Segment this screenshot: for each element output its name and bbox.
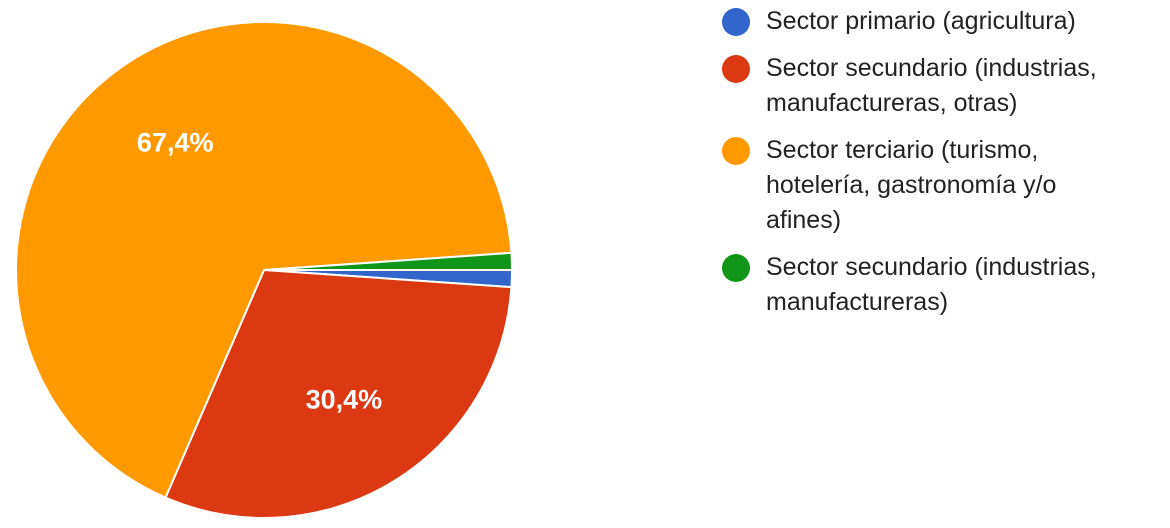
legend-label: Sector secundario (industrias, manufactu… <box>766 253 1097 316</box>
pie-chart-svg: 30,4% 67,4% <box>15 21 514 519</box>
legend-swatch-icon <box>722 254 750 282</box>
legend-item-1[interactable]: Sector secundario (industrias, manufactu… <box>722 51 1168 121</box>
pie-slice-label-1: 30,4% <box>306 385 383 415</box>
legend-label: Sector primario (agricultura) <box>766 7 1076 35</box>
legend-item-0[interactable]: Sector primario (agricultura) <box>722 4 1168 39</box>
pie-slice-1 <box>164 268 513 519</box>
pie-slice-3 <box>263 251 514 271</box>
pie-slice-label-2: 67,4% <box>137 128 214 158</box>
legend-item-3[interactable]: Sector secundario (industrias, manufactu… <box>722 250 1168 320</box>
legend-swatch-icon <box>722 55 750 83</box>
legend-swatch-icon <box>722 8 750 36</box>
legend-label: Sector secundario (industrias, manufactu… <box>766 54 1097 117</box>
chart-legend: Sector primario (agricultura) Sector secu… <box>722 4 1168 332</box>
legend-label: Sector terciario (turismo, hotelería, ga… <box>766 136 1057 234</box>
legend-item-2[interactable]: Sector terciario (turismo, hotelería, ga… <box>722 133 1168 238</box>
legend-swatch-icon <box>722 137 750 165</box>
pie-slice-2 <box>15 21 513 499</box>
